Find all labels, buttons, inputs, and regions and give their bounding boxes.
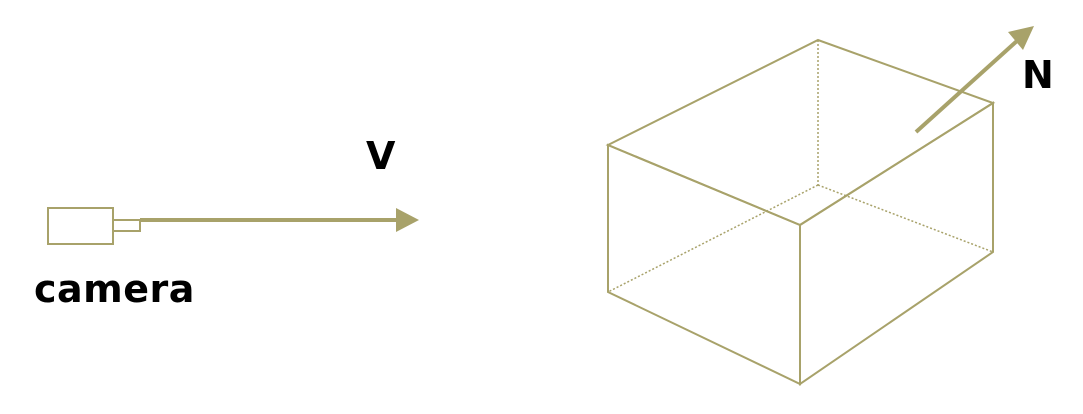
box-right-face xyxy=(799,101,994,386)
normal-vector-label: N xyxy=(1022,53,1054,97)
box-front-face xyxy=(607,143,801,386)
camera-lens xyxy=(112,219,141,232)
camera-label: camera xyxy=(34,267,195,311)
view-vector-arrow xyxy=(140,208,419,232)
box-hidden-edge xyxy=(817,184,994,253)
camera-icon xyxy=(47,207,141,245)
box-hidden-edge xyxy=(607,184,819,293)
box-shape xyxy=(605,38,996,386)
view-vector-arrowhead xyxy=(396,208,419,232)
camera-body xyxy=(47,207,114,245)
view-vector-label: V xyxy=(366,134,396,178)
normal-vector-arrow xyxy=(914,26,1034,134)
box-top-face xyxy=(605,38,996,227)
normal-vector-shaft xyxy=(914,38,1020,134)
normal-vector-arrowhead xyxy=(1008,26,1034,50)
